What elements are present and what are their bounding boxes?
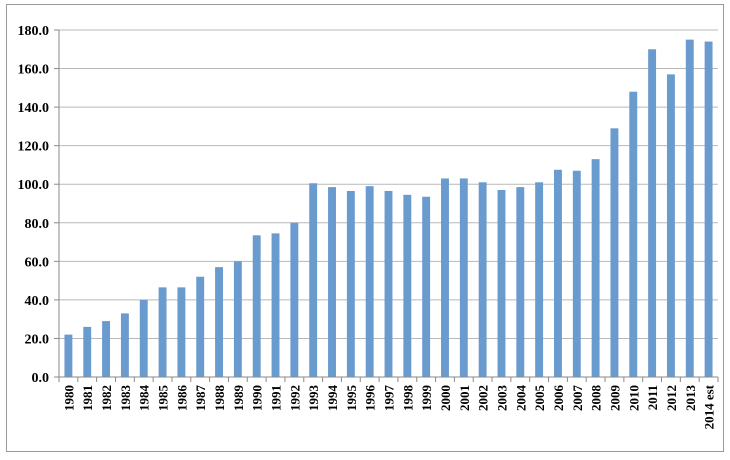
x-tick-label: 1984 [137,385,152,412]
x-tick-label: 1980 [61,385,76,411]
bar [177,287,186,377]
x-tick-label: 2005 [532,385,547,412]
bar [64,334,73,377]
bar [120,313,129,377]
x-tick-label: 1988 [212,385,227,412]
x-tick-label: 1998 [400,385,415,412]
bar [309,183,318,377]
y-tick-label: 80.0 [25,217,50,232]
x-tick-label: 2007 [570,385,585,412]
x-tick-label: 1993 [306,385,321,412]
x-tick-label: 1987 [193,385,208,412]
x-tick-label: 2002 [476,385,491,411]
bar [328,187,336,377]
x-tick-label: 1994 [325,385,340,412]
x-tick-label: 1992 [287,385,302,411]
bar [516,187,525,377]
bar [704,41,713,378]
x-tick-label: 2010 [626,385,641,411]
bar [83,326,92,377]
x-tick-label: 1986 [174,385,189,412]
bar [102,321,111,377]
bar [535,182,544,377]
x-tick-label: 2000 [438,385,453,411]
y-tick-label: 60.0 [25,255,50,270]
x-tick-label: 1985 [156,385,171,412]
y-tick-label: 40.0 [25,294,50,309]
y-tick-label: 20.0 [25,332,50,347]
bar [158,287,167,377]
bar [346,190,355,377]
bar [139,299,148,377]
bar [459,178,468,377]
x-tick-label: 1997 [382,385,397,412]
bar [685,39,694,378]
bar [497,190,506,377]
bar [441,178,449,377]
x-tick-label: 1982 [99,385,114,411]
bar [572,170,581,377]
x-tick-label: 1990 [250,385,265,411]
bars [64,39,713,378]
gridlines [59,29,718,339]
x-tick-label: 2003 [494,385,509,412]
bar [233,261,242,377]
bar [666,74,675,377]
x-tick-label: 2011 [645,385,660,410]
x-tick-label: 2004 [513,385,528,412]
bar [271,233,280,377]
bar [403,194,412,377]
x-tick-label: 2014 est [702,384,717,429]
bar [215,267,223,377]
bar [384,190,393,377]
bar [422,196,431,377]
x-tick-labels: 1980 1981 1982 1983 1984 1985 1986 1987 1988 1989… [61,384,716,429]
bar [554,169,562,377]
bar [629,91,638,377]
bar [478,182,487,377]
bar [648,49,657,378]
bar [196,276,205,377]
y-tick-label: 140.0 [18,101,50,116]
bar [252,235,261,377]
y-tick-label: 0.0 [32,371,50,386]
x-tick-label: 2001 [457,385,472,411]
x-tick-label: 1999 [419,385,434,412]
y-tick-label: 160.0 [18,63,50,78]
bar [591,159,600,377]
y-tick-label: 120.0 [18,140,50,155]
x-tick-label: 1995 [344,385,359,412]
x-tick-label: 1989 [231,385,246,412]
x-tick-label: 2012 [664,385,679,411]
x-tick-label: 1983 [118,385,133,412]
x-tick-label: 1996 [363,385,378,412]
x-tick-label: 1991 [269,385,284,411]
bar [610,128,619,377]
bar [365,186,374,377]
y-tick-label: 100.0 [18,178,50,193]
axes [54,29,719,382]
x-tick-label: 1981 [80,385,95,411]
y-tick-label: 180.0 [18,24,50,39]
x-tick-label: 2013 [683,385,698,412]
x-tick-label: 2008 [589,385,604,412]
x-tick-label: 2009 [607,385,622,412]
bar [290,222,299,377]
y-tick-labels: 0.0 20.0 40.0 60.0 80.0 100.0 120.0 140.0 160.0 1… [18,24,50,386]
x-tick-label: 2006 [551,385,566,412]
